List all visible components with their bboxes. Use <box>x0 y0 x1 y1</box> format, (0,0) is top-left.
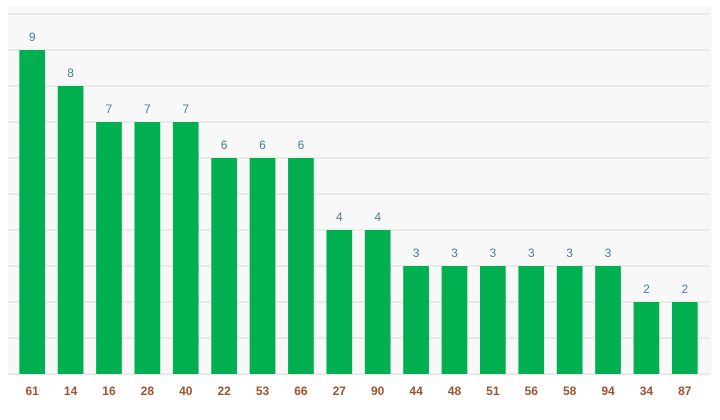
bar <box>595 266 621 374</box>
bar <box>134 122 161 374</box>
data-label: 3 <box>566 246 573 260</box>
x-tick-label: 28 <box>141 384 155 398</box>
data-label: 6 <box>298 138 305 152</box>
bar <box>518 266 545 374</box>
data-label: 6 <box>221 138 228 152</box>
data-label: 2 <box>643 282 650 296</box>
bar <box>403 266 429 374</box>
x-tick-label: 90 <box>371 384 385 398</box>
x-tick-label: 51 <box>486 384 500 398</box>
bar <box>211 158 237 374</box>
data-label: 7 <box>144 102 151 116</box>
bar <box>633 302 660 374</box>
x-tick-label: 53 <box>256 384 270 398</box>
x-tick-label: 48 <box>448 384 462 398</box>
bar <box>288 158 314 374</box>
x-tick-label: 14 <box>64 384 78 398</box>
bar <box>96 122 122 374</box>
x-tick-label: 34 <box>640 384 654 398</box>
bar <box>556 266 583 374</box>
data-label: 3 <box>528 246 535 260</box>
x-tick-label: 58 <box>563 384 577 398</box>
data-label: 3 <box>490 246 497 260</box>
x-tick-label: 22 <box>217 384 231 398</box>
bar <box>480 266 506 374</box>
bar <box>172 122 199 374</box>
x-tick-label: 87 <box>678 384 692 398</box>
bar <box>19 50 46 374</box>
x-tick-label: 61 <box>26 384 40 398</box>
data-label: 3 <box>605 246 612 260</box>
data-label: 3 <box>413 246 420 260</box>
data-label: 4 <box>336 210 343 224</box>
data-label: 8 <box>67 66 74 80</box>
x-tick-label: 56 <box>525 384 539 398</box>
bar <box>326 230 353 374</box>
x-tick-label: 40 <box>179 384 193 398</box>
x-tick-label: 27 <box>333 384 347 398</box>
data-label: 2 <box>681 282 688 296</box>
data-label: 4 <box>374 210 381 224</box>
bar <box>364 230 391 374</box>
plot-background <box>8 6 712 376</box>
data-label: 7 <box>182 102 189 116</box>
data-label: 3 <box>451 246 458 260</box>
x-tick-label: 44 <box>409 384 423 398</box>
bar <box>249 158 276 374</box>
x-tick-label: 16 <box>102 384 116 398</box>
x-tick-label: 94 <box>601 384 615 398</box>
x-tick-label: 66 <box>294 384 308 398</box>
data-label: 9 <box>29 30 36 44</box>
data-label: 7 <box>106 102 113 116</box>
bar <box>441 266 468 374</box>
bar <box>57 86 84 374</box>
data-label: 6 <box>259 138 266 152</box>
bar <box>671 302 698 374</box>
